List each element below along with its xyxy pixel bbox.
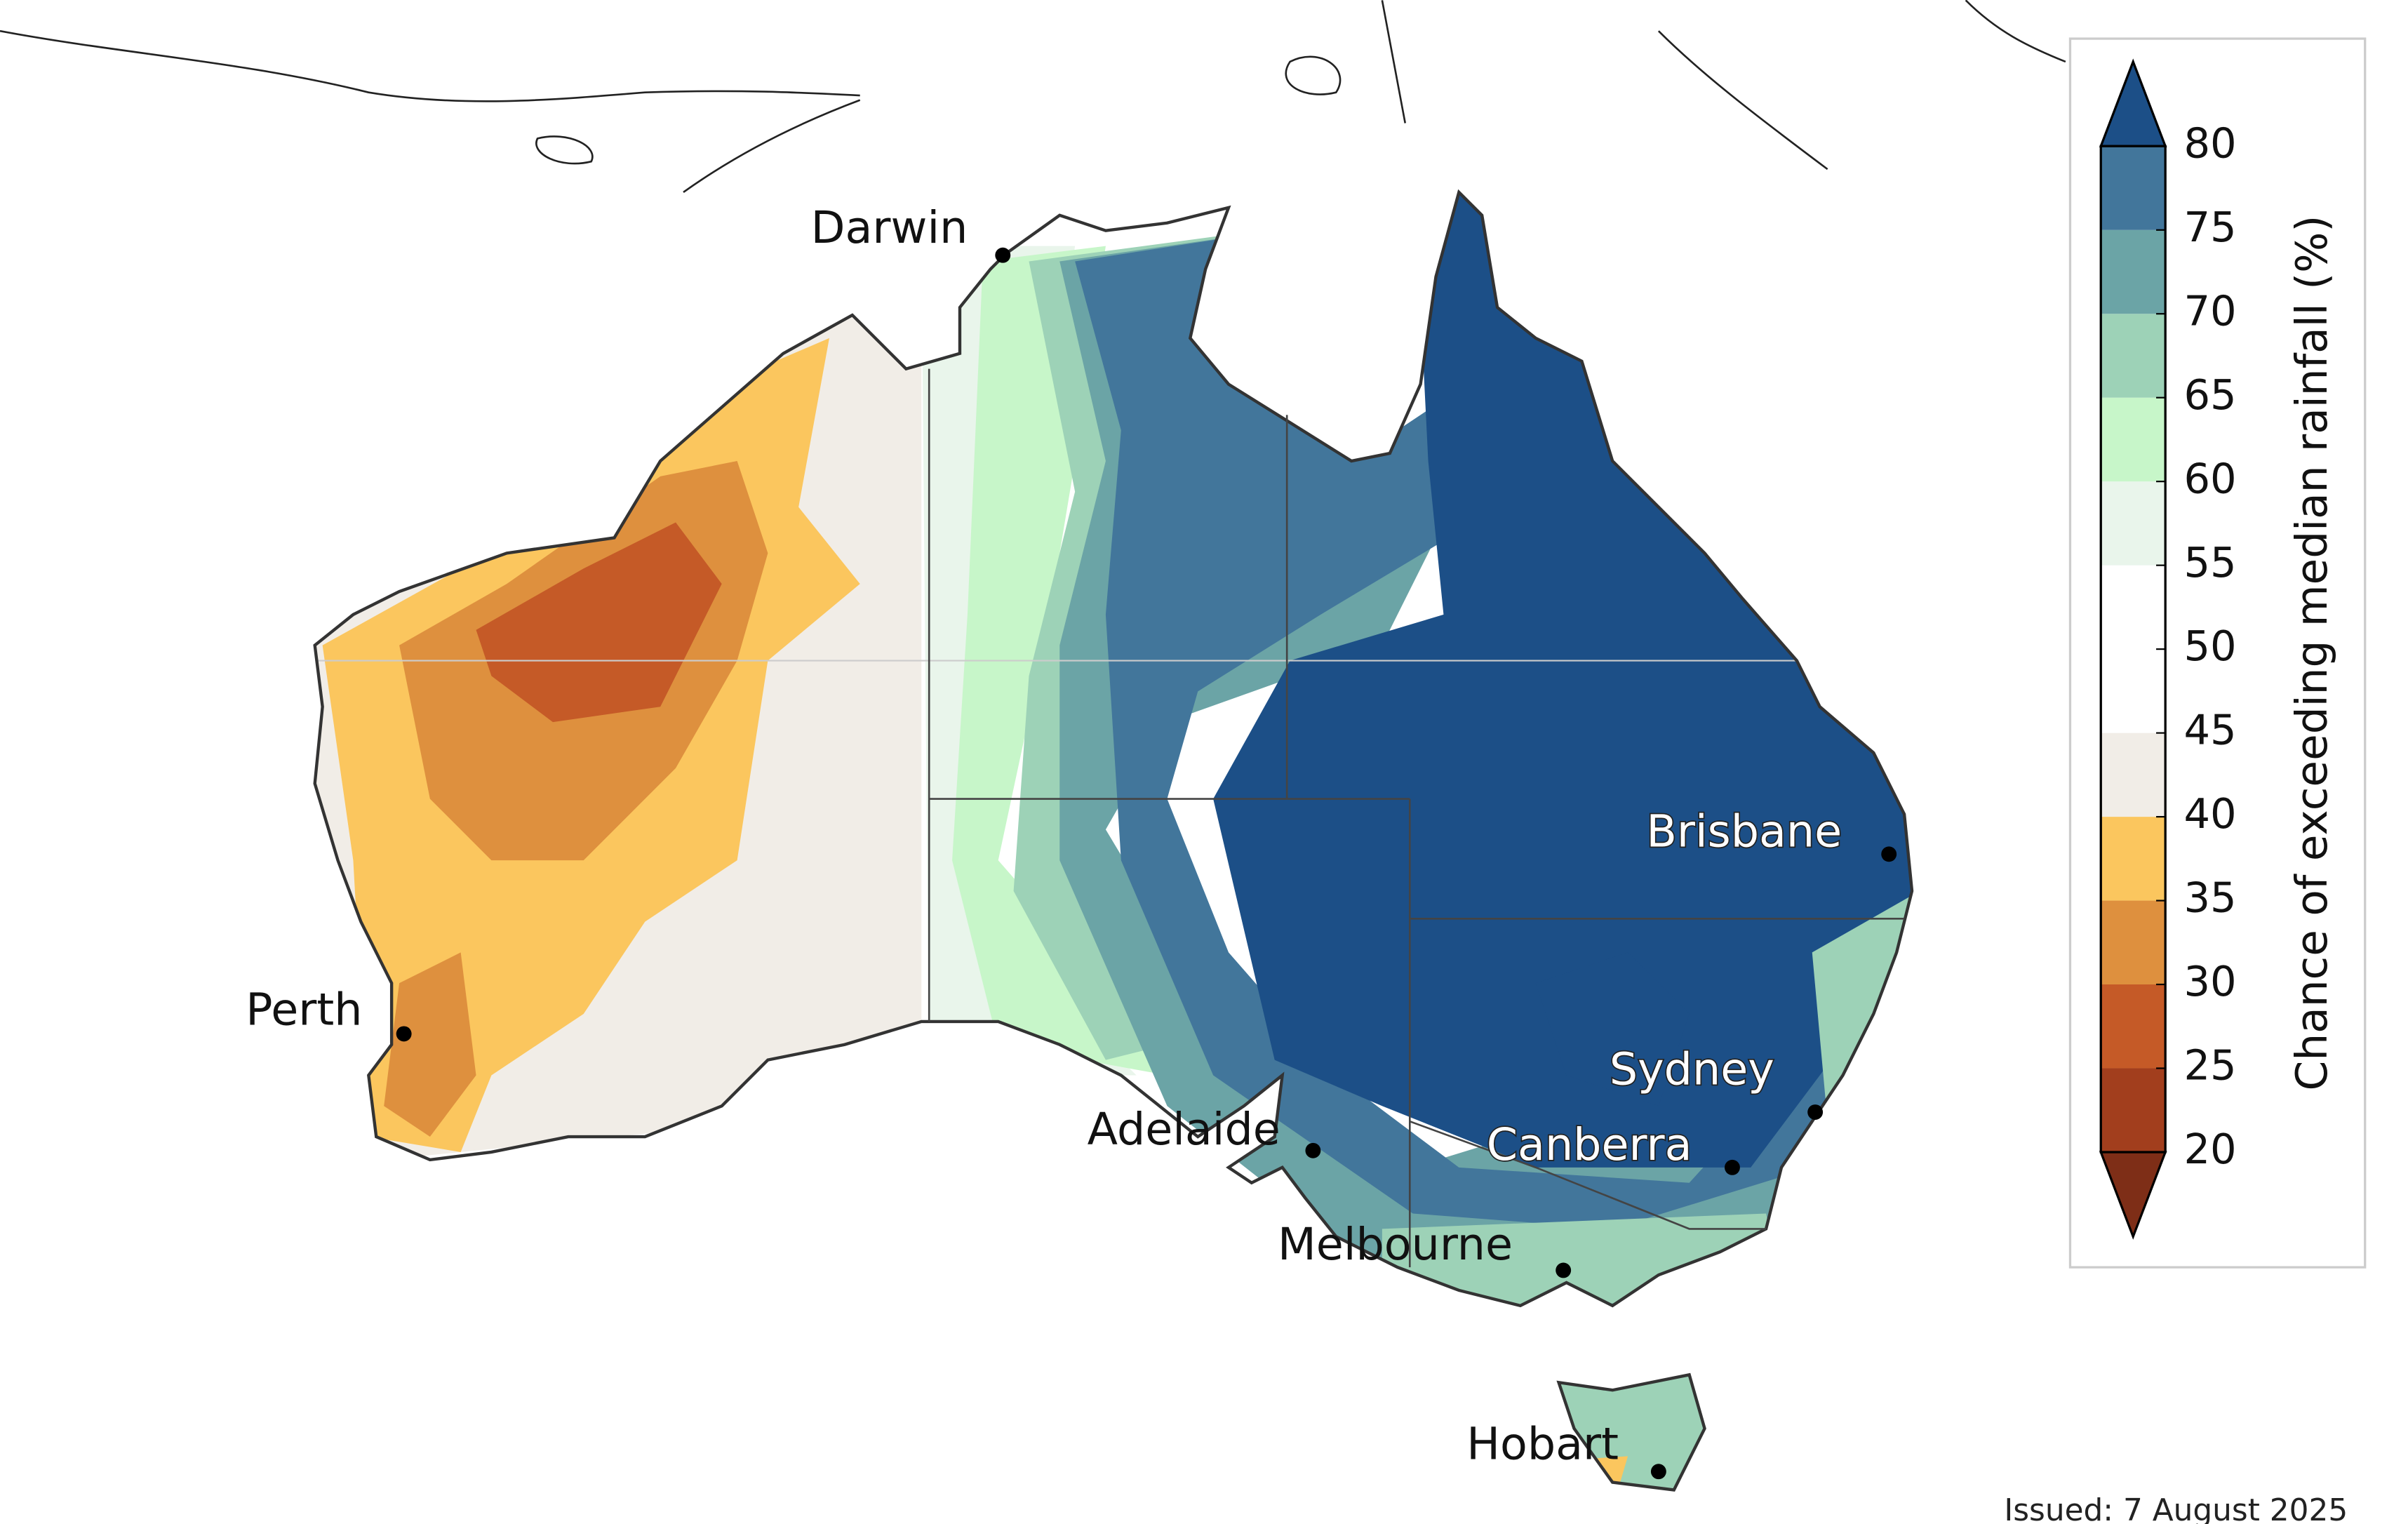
city-label: Melbourne — [1278, 1218, 1513, 1270]
colorbar-bin — [2101, 146, 2166, 230]
colorbar-bin — [2101, 1068, 2166, 1152]
city-label: Hobart — [1466, 1418, 1619, 1470]
colorbar-bin — [2101, 397, 2166, 482]
city-dot — [1724, 1159, 1740, 1175]
colorbar-tick-label: 60 — [2183, 454, 2236, 502]
city-label: Brisbane — [1646, 805, 1842, 857]
colorbar-tick-label: 40 — [2183, 789, 2236, 838]
city-dot — [1556, 1262, 1572, 1278]
city-label: Adelaide — [1088, 1103, 1280, 1155]
colorbar-tick-label: 80 — [2183, 119, 2236, 167]
colorbar-tick-label: 70 — [2183, 286, 2236, 335]
colorbar-bin — [2101, 817, 2166, 901]
cities: Darwin Perth Adelaide Melbourne Hobart C… — [246, 201, 1897, 1480]
city-label: Canberra — [1487, 1118, 1692, 1170]
colorbar-bin — [2101, 733, 2166, 817]
city-label: Perth — [246, 983, 362, 1035]
colorbar-tick-label: 45 — [2183, 706, 2236, 754]
issued-date: Issued: 7 August 2025 — [2004, 1492, 2348, 1524]
colorbar-bin — [2101, 481, 2166, 566]
colorbar-tick-label: 75 — [2183, 203, 2236, 251]
city-dot — [995, 247, 1011, 263]
city-dot — [1650, 1464, 1666, 1480]
city-dot — [1807, 1104, 1824, 1120]
legend-title: Chance of exceeding median rainfall (%) — [2287, 215, 2337, 1091]
colorbar: 20 25 30 35 40 45 50 55 60 65 70 75 80 — [2099, 58, 2237, 1240]
colorbar-tick-label: 30 — [2183, 957, 2236, 1005]
city-dot — [396, 1026, 412, 1042]
city-dot — [1881, 846, 1897, 862]
colorbar-tick-label: 35 — [2183, 874, 2236, 922]
state-borders — [928, 368, 1905, 1268]
city-dot — [1305, 1142, 1321, 1158]
islands — [0, 0, 2066, 194]
colorbar-bin — [2101, 900, 2166, 985]
colorbar-tick-label: 50 — [2183, 622, 2236, 670]
colorbar-tick-label: 55 — [2183, 538, 2236, 587]
colorbar-bin — [2101, 229, 2166, 314]
colorbar-bin — [2101, 649, 2166, 733]
colorbar-tick-label: 25 — [2183, 1041, 2236, 1090]
colorbar-bin — [2101, 314, 2166, 398]
colorbar-bin — [2101, 984, 2166, 1069]
city-label: Darwin — [811, 201, 968, 253]
coastline — [313, 189, 1914, 1492]
colorbar-tick-label: 20 — [2183, 1125, 2236, 1173]
colorbar-bin — [2101, 565, 2166, 650]
city-label: Sydney — [1610, 1043, 1774, 1095]
colorbar-tick-label: 65 — [2183, 370, 2236, 419]
